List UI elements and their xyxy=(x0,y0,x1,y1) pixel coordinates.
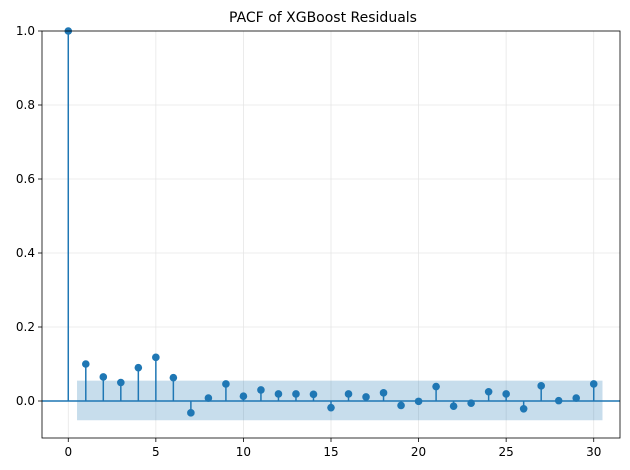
pacf-point xyxy=(484,387,493,396)
pacf-point xyxy=(519,404,528,413)
y-tick-label: 0.8 xyxy=(16,98,35,112)
pacf-point xyxy=(309,390,318,399)
pacf-point xyxy=(204,394,213,402)
pacf-point xyxy=(292,390,300,398)
pacf-point xyxy=(99,373,108,381)
pacf-point xyxy=(117,378,125,387)
pacf-point xyxy=(572,394,581,402)
pacf-point xyxy=(537,382,545,390)
pacf-point xyxy=(589,380,598,388)
pacf-point xyxy=(379,389,388,397)
markers-group xyxy=(64,27,598,417)
y-tick-label: 1.0 xyxy=(16,24,35,38)
pacf-point xyxy=(397,401,405,410)
pacf-point xyxy=(274,390,283,398)
pacf-point xyxy=(554,396,563,405)
x-tick-label: 25 xyxy=(499,445,514,459)
grid xyxy=(42,30,620,438)
pacf-point xyxy=(414,397,423,406)
x-tick-label: 15 xyxy=(323,445,338,459)
pacf-point xyxy=(502,390,510,398)
pacf-point xyxy=(449,402,458,410)
x-axis: 0 5 10 15 20 25 30 xyxy=(64,438,601,459)
pacf-point xyxy=(344,390,353,398)
x-tick-label: 0 xyxy=(64,445,72,459)
x-tick-label: 10 xyxy=(236,445,251,459)
x-tick-label: 30 xyxy=(586,445,601,459)
pacf-point xyxy=(327,403,335,412)
y-tick-label: 0.2 xyxy=(16,320,35,334)
y-axis: 0.0 0.2 0.4 0.6 0.8 1.0 xyxy=(16,24,42,408)
pacf-point xyxy=(222,380,230,388)
pacf-point xyxy=(169,373,178,382)
x-tick-label: 20 xyxy=(411,445,426,459)
pacf-point xyxy=(467,399,475,408)
x-tick-label: 5 xyxy=(152,445,160,459)
pacf-point xyxy=(81,360,90,368)
y-tick-label: 0.0 xyxy=(16,394,35,408)
pacf-point xyxy=(362,393,370,401)
chart-title: PACF of XGBoost Residuals xyxy=(229,10,417,26)
pacf-point xyxy=(187,409,195,417)
pacf-point xyxy=(134,363,143,372)
y-tick-label: 0.6 xyxy=(16,172,35,186)
pacf-point xyxy=(257,386,265,394)
pacf-point xyxy=(432,382,440,391)
pacf-point xyxy=(239,392,248,400)
pacf-point xyxy=(152,353,160,362)
y-tick-label: 0.4 xyxy=(16,246,35,260)
